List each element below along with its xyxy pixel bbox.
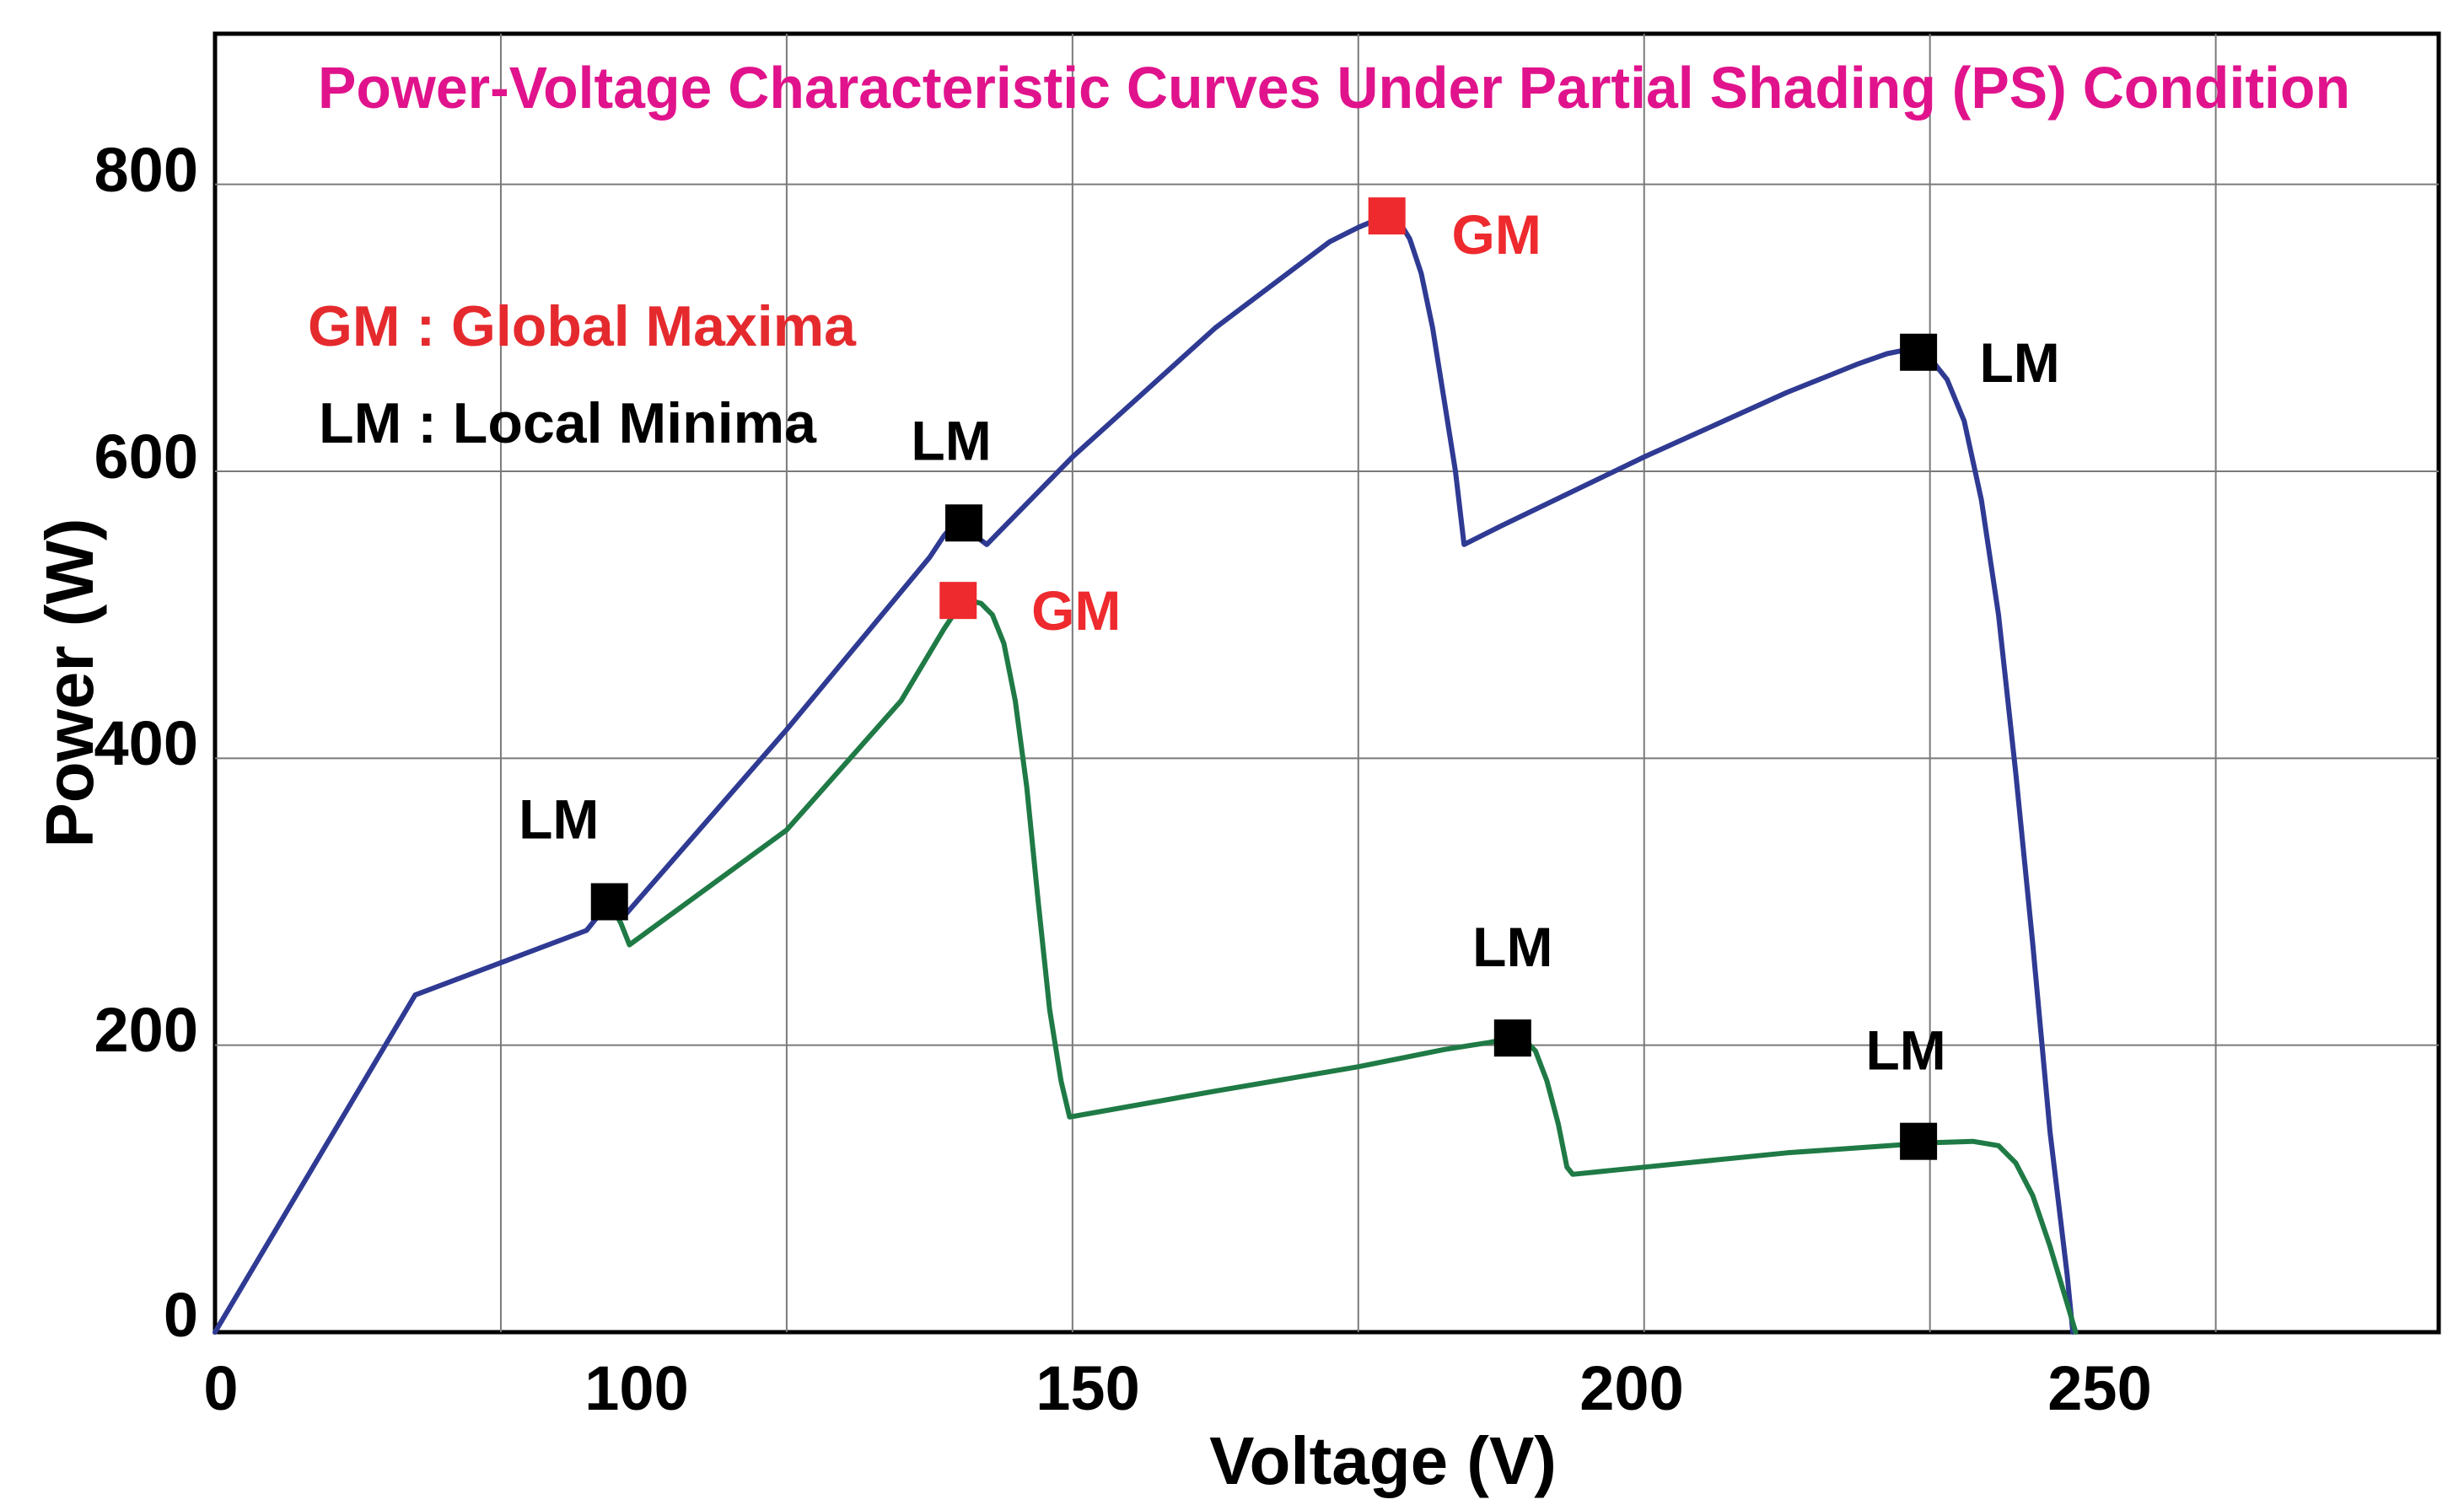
lm-label: LM bbox=[519, 788, 599, 851]
y-tick-label: 200 bbox=[94, 995, 198, 1065]
x-tick-label: 200 bbox=[1579, 1353, 1683, 1423]
marker-layer: LM LM GM GM LM LM LM bbox=[519, 197, 2060, 1160]
lm-marker bbox=[1900, 333, 1938, 371]
lm-marker bbox=[1900, 1122, 1938, 1160]
chart-title: Power-Voltage Characteristic Curves Unde… bbox=[318, 55, 2350, 121]
series-line-1 bbox=[213, 213, 2076, 1335]
y-axis-label: Power (W) bbox=[32, 518, 107, 847]
gm-marker bbox=[939, 582, 977, 620]
x-tick-label: 150 bbox=[1036, 1353, 1139, 1423]
plot-area bbox=[213, 31, 2441, 1335]
gm-marker bbox=[1368, 197, 1406, 235]
lm-marker bbox=[1493, 1019, 1531, 1057]
y-tick-label: 400 bbox=[94, 708, 198, 778]
lm-label: LM bbox=[1472, 916, 1552, 978]
y-tick-label: 600 bbox=[94, 422, 198, 492]
lm-label: LM bbox=[911, 409, 991, 471]
legend-lm: LM : Local Minima bbox=[319, 391, 817, 455]
gm-label: GM bbox=[1031, 579, 1121, 642]
legend-gm: GM : Global Maxima bbox=[308, 294, 857, 358]
y-tick-label: 800 bbox=[94, 135, 198, 205]
gm-label: GM bbox=[1452, 203, 1541, 266]
lm-marker bbox=[590, 883, 628, 921]
lm-marker bbox=[945, 504, 983, 542]
lm-label: LM bbox=[1979, 331, 2059, 394]
x-tick-label: 250 bbox=[2047, 1353, 2151, 1423]
x-tick-label: 0 bbox=[203, 1353, 238, 1423]
x-tick-label: 100 bbox=[584, 1353, 688, 1423]
x-axis-label: Voltage (V) bbox=[1209, 1423, 1557, 1498]
grid bbox=[215, 34, 2439, 1332]
lm-label: LM bbox=[1865, 1019, 1945, 1082]
y-tick-label: 0 bbox=[164, 1280, 198, 1350]
